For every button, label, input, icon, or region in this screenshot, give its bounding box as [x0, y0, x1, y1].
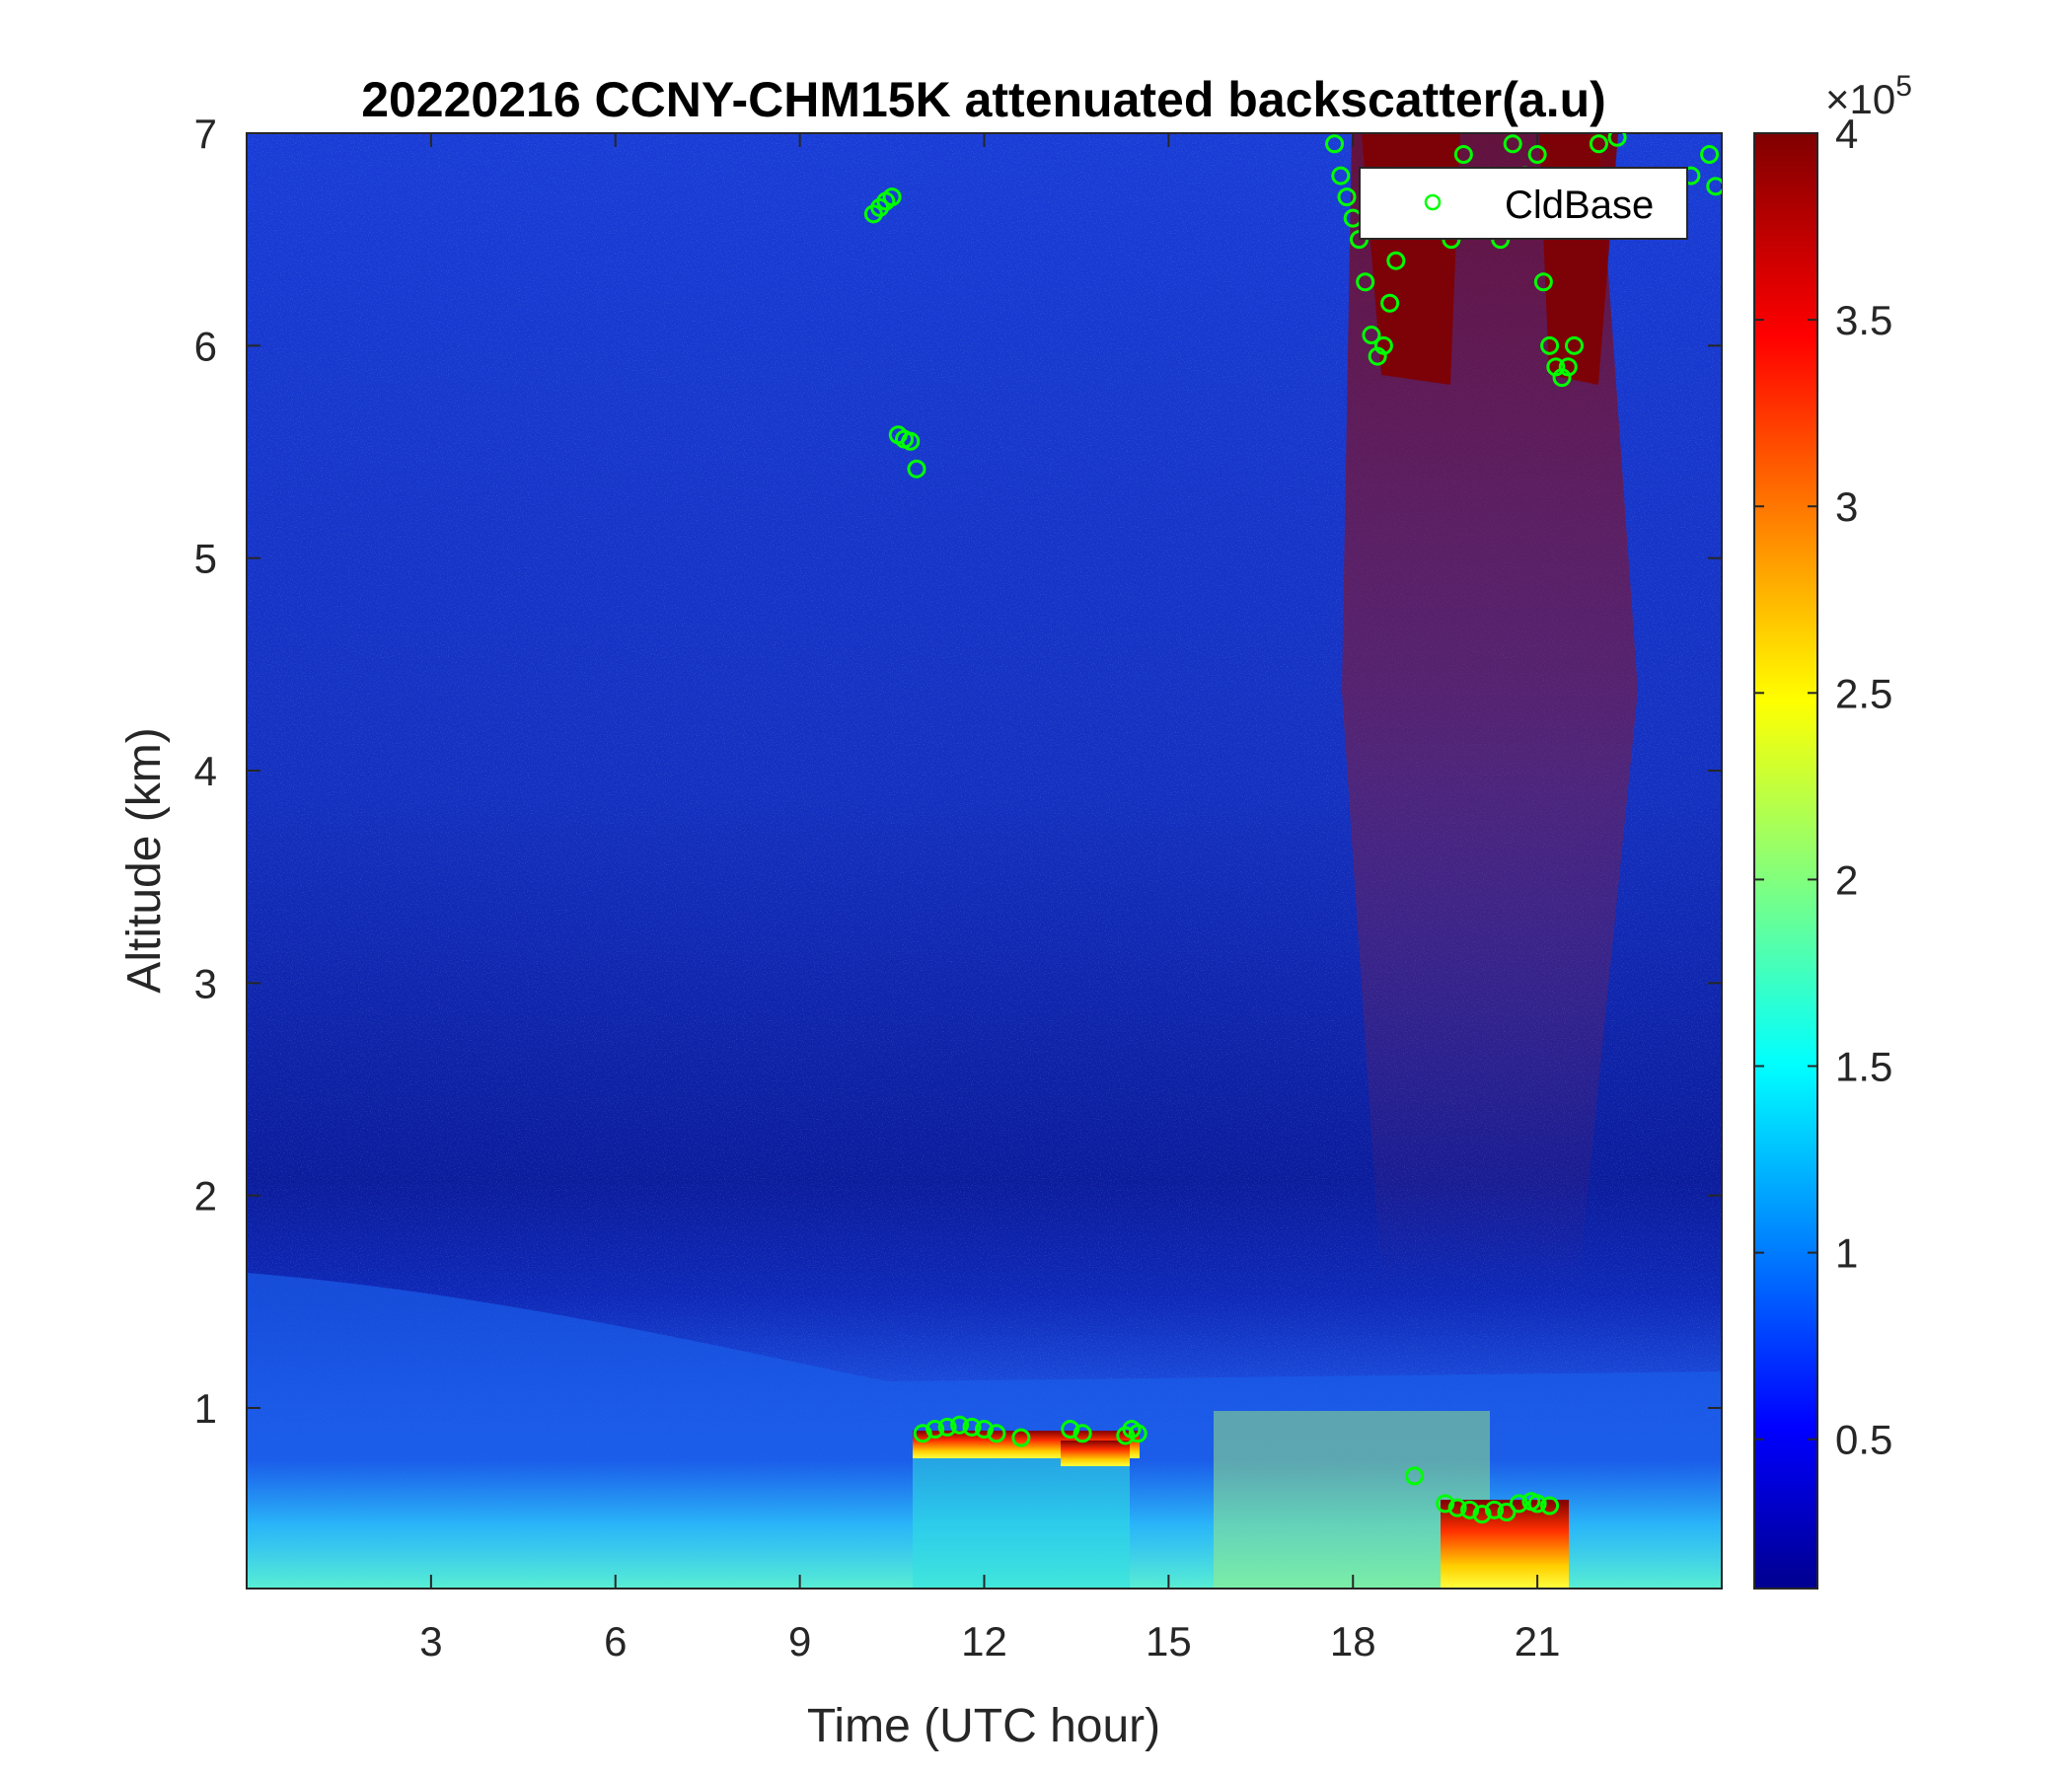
cldbase-point — [1503, 134, 1522, 154]
colorbar-tick-label: 1 — [1835, 1230, 1858, 1277]
cldbase-point — [1700, 145, 1720, 165]
cldbase-point — [1607, 133, 1627, 147]
x-tick-label: 9 — [788, 1618, 811, 1665]
y-axis: 1 2 3 4 5 6 7 — [194, 111, 1722, 1432]
colorbar-tick-label: 3 — [1835, 483, 1858, 530]
colorbar-tick-label: 0.5 — [1835, 1417, 1892, 1463]
cldbase-point — [1565, 335, 1584, 355]
cirrus-cloud-region — [1342, 133, 1638, 1283]
cldbase-point — [1472, 1505, 1492, 1524]
cldbase-point — [901, 431, 921, 451]
plot-area — [247, 133, 1722, 1589]
colorbar-exponent-base: ×10 — [1825, 76, 1895, 122]
cldbase-point — [1527, 1494, 1547, 1514]
cldbase-point — [1373, 335, 1393, 355]
cldbase-point — [1485, 1500, 1505, 1519]
legend-box — [1359, 167, 1688, 240]
x-tick-label: 21 — [1515, 1618, 1561, 1665]
cldbase-point — [1460, 1500, 1480, 1519]
x-tick-label: 12 — [961, 1618, 1007, 1665]
legend-marker — [1424, 193, 1442, 211]
cldbase-point — [1558, 357, 1578, 377]
x-tick-label: 6 — [604, 1618, 627, 1665]
y-tick-label: 7 — [194, 111, 217, 157]
y-tick-label: 6 — [194, 323, 217, 369]
colorbar-ticks: 0.5 1 1.5 2 2.5 3 3.5 4 — [1754, 111, 1892, 1463]
cldbase-point — [1011, 1428, 1031, 1447]
legend-entry-cldbase: CldBase — [1505, 184, 1654, 227]
cldbase-point — [1436, 1494, 1455, 1514]
legend: CldBase — [1359, 167, 1688, 240]
cldbase-point — [1453, 145, 1473, 165]
cldbase-point — [1356, 272, 1375, 292]
y-tick-label: 1 — [194, 1385, 217, 1432]
cldbase-point — [1380, 293, 1400, 313]
cldbase-point — [1325, 134, 1345, 154]
cldbase-point — [1509, 1494, 1528, 1514]
cldbase-point — [950, 1415, 970, 1435]
cldbase-point — [937, 1417, 957, 1437]
cldbase-point — [1128, 1424, 1147, 1443]
cldbase-point — [1331, 166, 1351, 185]
cldbase-point — [1405, 1466, 1425, 1486]
cldbase-point — [913, 1424, 932, 1443]
colorbar-gradient — [1753, 132, 1818, 1590]
cldbase-point — [1386, 251, 1406, 270]
y-tick-label: 5 — [194, 536, 217, 582]
chart-title: 20220216 CCNY-CHM15K attenuated backscat… — [361, 72, 1606, 127]
low-cloud-2 — [1061, 1441, 1130, 1466]
cldbase-point — [1362, 326, 1381, 345]
x-tick-label: 15 — [1146, 1618, 1192, 1665]
cldbase-point — [1447, 1498, 1467, 1517]
cldbase-point — [1061, 1420, 1080, 1440]
cldbase-point — [987, 1424, 1006, 1443]
colorbar-tick-label: 2 — [1835, 856, 1858, 903]
colorbar-tick-label: 3.5 — [1835, 297, 1892, 343]
x-tick-label: 18 — [1330, 1618, 1376, 1665]
cldbase-point — [1497, 1502, 1517, 1521]
cldbase-point — [1337, 187, 1357, 207]
y-tick-label: 2 — [194, 1173, 217, 1220]
colorbar-tick-label: 4 — [1835, 111, 1858, 157]
colorbar-tick-label: 2.5 — [1835, 670, 1892, 716]
cldbase-point — [975, 1420, 994, 1440]
cldbase-point — [1589, 134, 1608, 154]
cldbase-point — [962, 1417, 982, 1437]
cldbase-point — [1540, 335, 1560, 355]
cldbase-point — [1073, 1424, 1092, 1443]
cldbase-point — [1533, 272, 1553, 292]
colorbar: 0.5 1 1.5 2 2.5 3 3.5 4 ×105 — [1753, 70, 1912, 1590]
cldbase-point — [925, 1420, 945, 1440]
colorbar-exponent-power: 5 — [1895, 70, 1912, 103]
x-tick-label: 3 — [419, 1618, 442, 1665]
y-axis-label: Altitude (km) — [118, 727, 171, 993]
cldbase-point — [882, 187, 902, 207]
colorbar-tick-label: 1.5 — [1835, 1044, 1892, 1090]
colorbar-exponent: ×105 — [1825, 70, 1912, 122]
y-tick-label: 3 — [194, 960, 217, 1006]
cldbase-point — [1540, 1496, 1560, 1516]
cldbase-point — [1527, 145, 1547, 165]
cldbase-point — [1706, 177, 1722, 196]
y-tick-label: 4 — [194, 748, 217, 794]
x-axis-label: Time (UTC hour) — [807, 1700, 1160, 1752]
x-axis: 3 6 9 12 15 18 21 — [419, 133, 1560, 1665]
cldbase-point — [907, 459, 926, 479]
